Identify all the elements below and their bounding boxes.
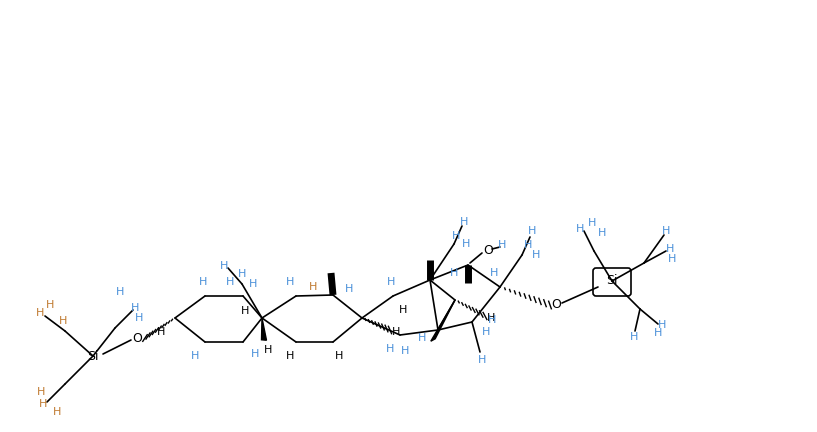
Text: H: H xyxy=(225,277,234,287)
Text: H: H xyxy=(199,277,208,287)
Text: H: H xyxy=(399,305,407,315)
Text: H: H xyxy=(587,218,596,228)
Text: H: H xyxy=(401,346,409,356)
Text: H: H xyxy=(191,351,199,361)
Text: H: H xyxy=(241,306,249,316)
Text: H: H xyxy=(251,349,259,359)
Text: Si: Si xyxy=(87,349,99,362)
Text: H: H xyxy=(490,268,498,278)
FancyBboxPatch shape xyxy=(593,268,631,296)
Text: H: H xyxy=(666,244,674,254)
Text: H: H xyxy=(37,387,45,397)
Text: H: H xyxy=(386,344,394,354)
Text: H: H xyxy=(46,300,54,310)
Text: H: H xyxy=(478,355,486,365)
Text: H: H xyxy=(532,250,540,260)
Text: H: H xyxy=(598,228,606,238)
Text: H: H xyxy=(654,328,663,338)
Text: H: H xyxy=(264,345,272,355)
Polygon shape xyxy=(261,318,266,340)
Text: H: H xyxy=(39,399,47,409)
Polygon shape xyxy=(431,300,455,341)
Text: H: H xyxy=(335,351,343,361)
Text: H: H xyxy=(487,313,495,323)
Text: H: H xyxy=(462,239,471,249)
Text: O: O xyxy=(132,331,142,344)
Text: O: O xyxy=(551,299,561,311)
Text: H: H xyxy=(392,327,400,337)
Text: H: H xyxy=(249,279,257,289)
Text: H: H xyxy=(630,332,638,342)
Text: H: H xyxy=(135,313,143,323)
Text: Si: Si xyxy=(606,274,618,288)
Text: H: H xyxy=(482,327,490,337)
Text: H: H xyxy=(452,231,460,241)
Text: H: H xyxy=(309,282,317,292)
Text: H: H xyxy=(498,240,507,250)
Text: H: H xyxy=(286,351,294,361)
Text: H: H xyxy=(116,287,124,297)
Text: H: H xyxy=(488,315,496,325)
Text: H: H xyxy=(59,316,67,326)
Text: H: H xyxy=(53,407,61,417)
Text: H: H xyxy=(667,254,676,264)
Text: H: H xyxy=(131,303,139,313)
Text: H: H xyxy=(157,327,165,337)
Text: H: H xyxy=(386,277,395,287)
Text: H: H xyxy=(576,224,584,234)
Text: H: H xyxy=(524,240,532,250)
Text: H: H xyxy=(417,333,426,343)
Text: H: H xyxy=(36,308,44,318)
Text: H: H xyxy=(238,269,246,279)
Text: H: H xyxy=(662,226,670,236)
Text: H: H xyxy=(345,284,353,294)
Text: H: H xyxy=(220,261,228,271)
Text: H: H xyxy=(460,217,468,227)
Text: H: H xyxy=(450,268,458,278)
Text: H: H xyxy=(286,277,294,287)
Text: H: H xyxy=(528,226,536,236)
Text: H: H xyxy=(658,320,666,330)
Text: O: O xyxy=(483,245,493,257)
